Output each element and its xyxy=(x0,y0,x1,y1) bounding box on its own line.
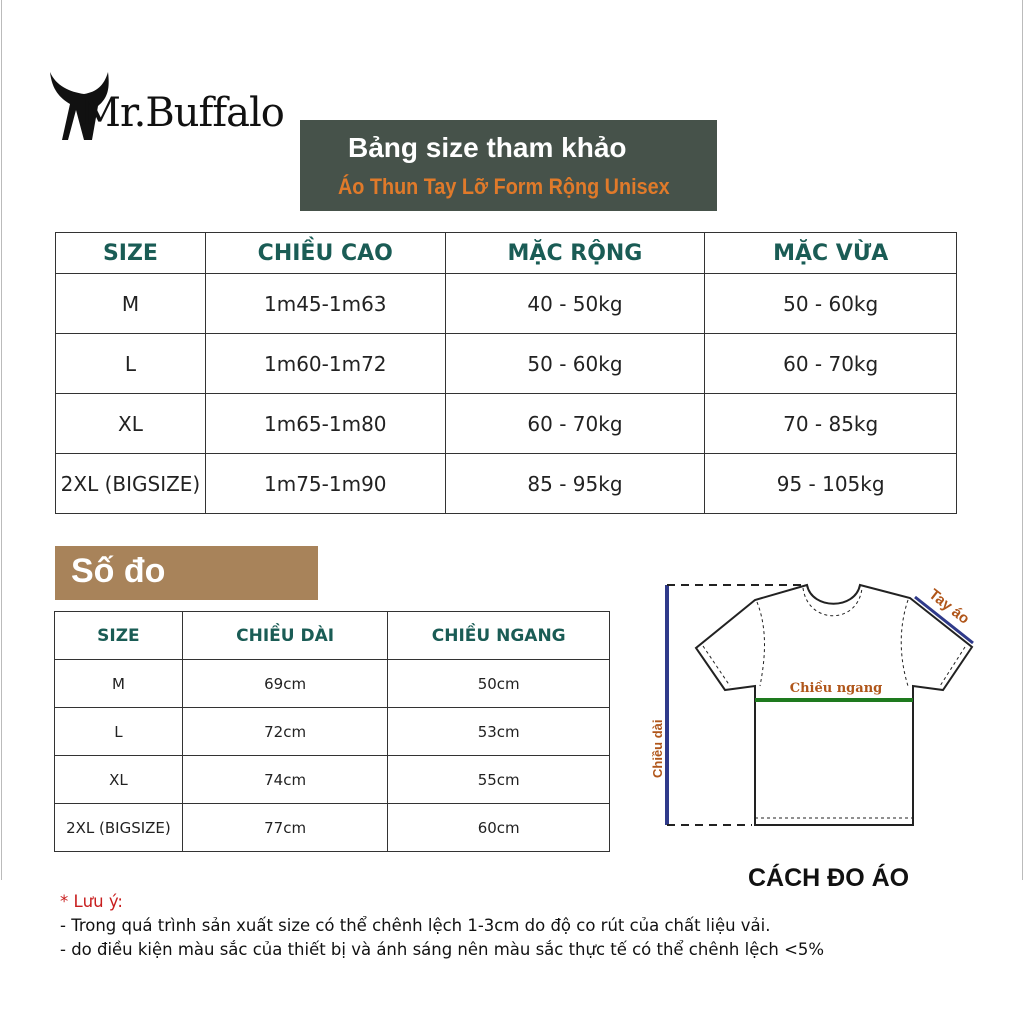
table-row: M 1m45-1m63 40 - 50kg 50 - 60kg xyxy=(55,273,957,334)
column-header: CHIỀU NGANG xyxy=(387,611,610,660)
table-cell: 60 - 70kg xyxy=(444,393,706,454)
table-cell: 95 - 105kg xyxy=(704,453,957,514)
diagram-caption: CÁCH ĐO ÁO xyxy=(748,864,910,892)
sleeve-measure-line xyxy=(914,595,974,645)
table-cell: 50 - 60kg xyxy=(704,273,957,334)
table-cell: 1m75-1m90 xyxy=(204,453,446,514)
table-cell: 69cm xyxy=(181,659,389,708)
table-cell: 50cm xyxy=(387,659,610,708)
table-cell: XL xyxy=(55,393,206,454)
page-frame xyxy=(1,0,1023,880)
table-cell: 85 - 95kg xyxy=(444,453,706,514)
size-table: SIZE CHIỀU CAO MẶC RỘNG MẶC VỪA M 1m45-1m63 4… xyxy=(55,232,957,514)
note-line: - do điều kiện màu sắc của thiết bị và á… xyxy=(60,940,825,960)
table-cell: L xyxy=(54,707,183,756)
brand-name: Mr.Buffalo xyxy=(80,90,285,136)
table-row: 2XL (BIGSIZE) 1m75-1m90 85 - 95kg 95 - 105k… xyxy=(55,453,957,514)
table-row: M 69cm 50cm xyxy=(54,659,610,708)
column-header: MẶC VỪA xyxy=(704,232,957,274)
table-cell: 77cm xyxy=(181,803,389,852)
notes: * Lưu ý: - Trong quá trình sản xuất size… xyxy=(60,890,824,962)
table-cell: 1m45-1m63 xyxy=(204,273,446,334)
table-cell: 2XL (BIGSIZE) xyxy=(54,803,183,852)
table-cell: L xyxy=(55,333,206,394)
table-cell: 55cm xyxy=(387,755,610,804)
table-cell: M xyxy=(54,659,183,708)
table-cell: M xyxy=(55,273,206,334)
table-cell: 2XL (BIGSIZE) xyxy=(55,453,206,514)
banner-subtitle: Áo Thun Tay Lỡ Form Rộng Unisex xyxy=(338,174,670,199)
table-cell: 53cm xyxy=(387,707,610,756)
measurement-table: SIZE CHIỀU DÀI CHIỀU NGANG M 69cm 50cm L 72cm 5… xyxy=(54,611,610,852)
table-cell: 1m60-1m72 xyxy=(204,333,446,394)
length-label: Chiều dài xyxy=(650,719,665,778)
buffalo-horns-logo-icon xyxy=(50,72,109,140)
table-cell: 72cm xyxy=(181,707,389,756)
width-label: Chiều ngang xyxy=(790,680,883,696)
table-row: L 72cm 53cm xyxy=(54,707,610,756)
table-row: 2XL (BIGSIZE) 77cm 60cm xyxy=(54,803,610,852)
measurement-section-title: Số đo xyxy=(55,546,318,600)
notes-title: * Lưu ý: xyxy=(60,892,123,912)
table-row: XL 74cm 55cm xyxy=(54,755,610,804)
banner-title: Bảng size tham khảo xyxy=(348,132,627,163)
table-row: XL 1m65-1m80 60 - 70kg 70 - 85kg xyxy=(55,393,957,454)
title-banner: Bảng size tham khảo Áo Thun Tay Lỡ Form … xyxy=(300,120,717,211)
column-header: MẶC RỘNG xyxy=(444,232,706,274)
table-cell: 1m65-1m80 xyxy=(204,393,446,454)
column-header: SIZE xyxy=(55,232,206,274)
note-line: - Trong quá trình sản xuất size có thể c… xyxy=(60,916,771,936)
table-cell: 60cm xyxy=(387,803,610,852)
table-cell: 40 - 50kg xyxy=(444,273,706,334)
table-cell: 70 - 85kg xyxy=(704,393,957,454)
table-cell: XL xyxy=(54,755,183,804)
table-cell: 60 - 70kg xyxy=(704,333,957,394)
measurement-title: Số đo xyxy=(71,552,166,590)
tshirt-outline xyxy=(694,583,974,826)
table-row: L 1m60-1m72 50 - 60kg 60 - 70kg xyxy=(55,333,957,394)
